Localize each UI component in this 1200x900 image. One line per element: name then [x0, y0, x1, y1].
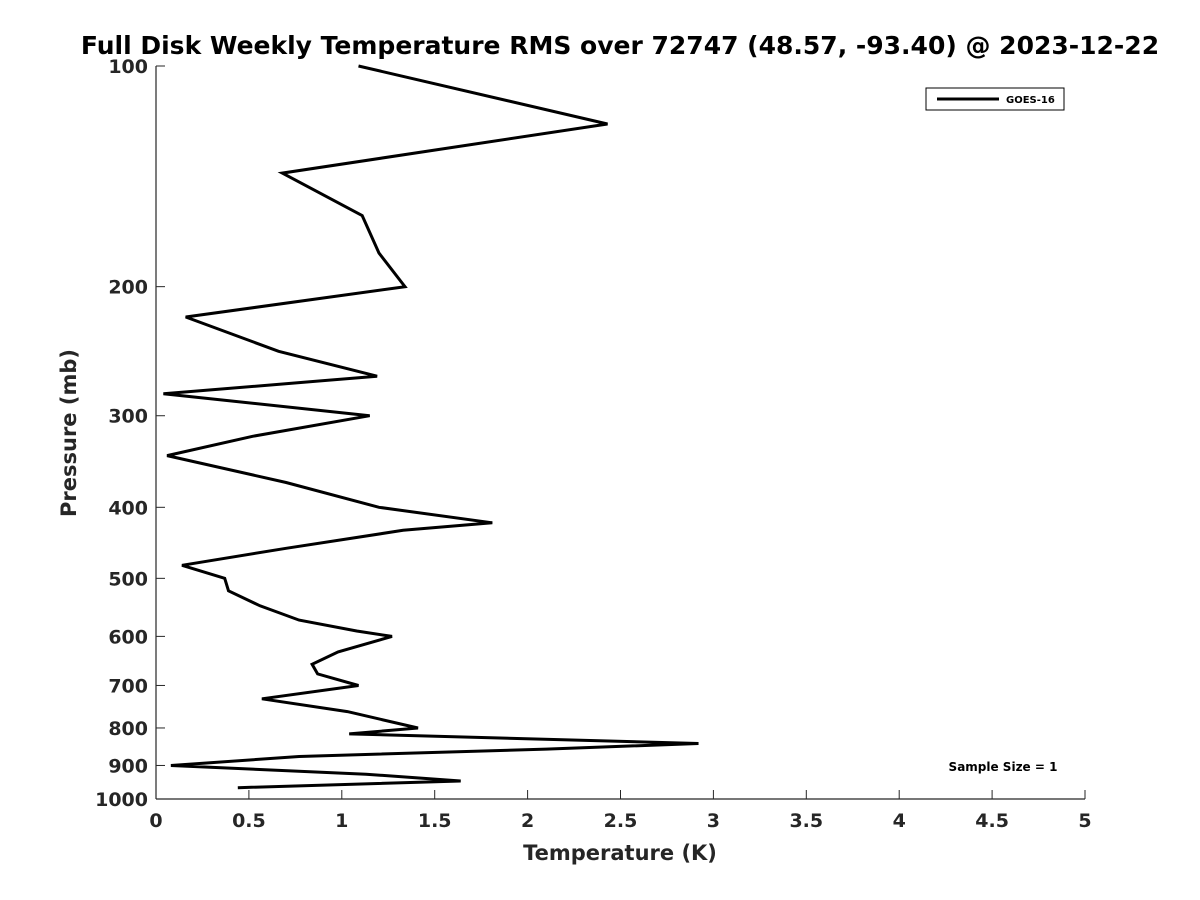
- legend-label-goes-16: GOES-16: [1006, 95, 1055, 106]
- y-tick-label: 500: [108, 568, 148, 590]
- sample-size-annotation: Sample Size = 1: [949, 760, 1058, 774]
- y-tick-label: 300: [108, 406, 148, 428]
- x-tick-label: 2: [521, 810, 534, 832]
- x-tick-label: 1: [335, 810, 348, 832]
- x-axis-ticks: 0 0.5 1 1.5 2 2.5 3 3.5 4 4.5 5: [149, 790, 1092, 832]
- legend: GOES-16: [925, 87, 1065, 111]
- y-tick-label: 700: [108, 675, 148, 697]
- series-line-goes-16: [163, 64, 699, 790]
- chart-title: Full Disk Weekly Temperature RMS over 72…: [81, 31, 1159, 60]
- x-tick-label: 4: [893, 810, 906, 832]
- y-axis-ticks: 100 200 300 400 500 600 700 800 900 1000: [95, 56, 165, 811]
- y-tick-label: 200: [108, 277, 148, 299]
- x-tick-label: 3: [707, 810, 720, 832]
- y-tick-label: 900: [108, 755, 148, 777]
- x-tick-label: 4.5: [975, 810, 1009, 832]
- y-tick-label: 800: [108, 718, 148, 740]
- x-tick-label: 1.5: [418, 810, 452, 832]
- y-axis-label: Pressure (mb): [57, 349, 81, 517]
- x-axis-label: Temperature (K): [523, 841, 717, 865]
- y-tick-label: 600: [108, 626, 148, 648]
- x-tick-label: 0.5: [232, 810, 266, 832]
- series-layer: [163, 64, 699, 790]
- x-tick-label: 3.5: [789, 810, 823, 832]
- x-tick-label: 0: [149, 810, 162, 832]
- x-tick-label: 2.5: [604, 810, 638, 832]
- y-tick-label: 400: [108, 497, 148, 519]
- y-tick-label: 1000: [95, 789, 148, 811]
- x-tick-label: 5: [1078, 810, 1091, 832]
- y-tick-label: 100: [108, 56, 148, 78]
